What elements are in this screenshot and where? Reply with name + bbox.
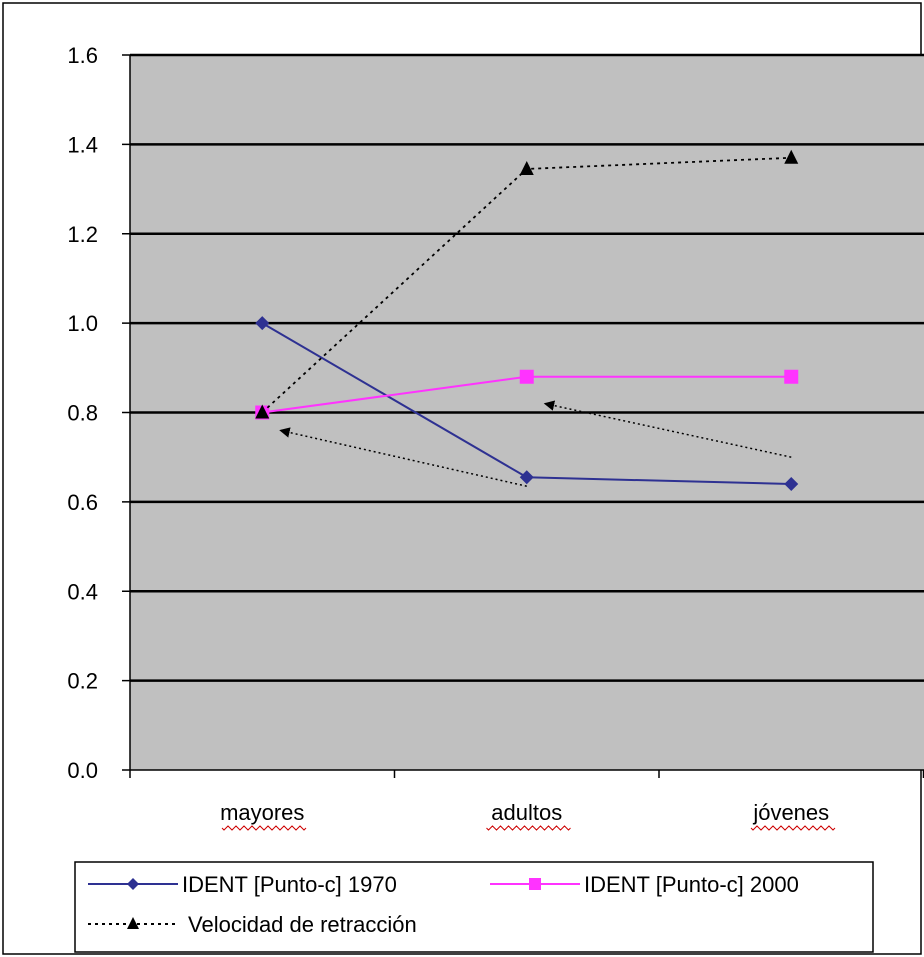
legend-item: IDENT [Punto-c] 2000 xyxy=(490,872,799,897)
data-point xyxy=(784,477,799,491)
y-tick-label: 1.4 xyxy=(67,132,98,157)
data-point xyxy=(127,917,139,929)
y-tick-label: 0.6 xyxy=(67,490,98,515)
spellcheck-underline xyxy=(750,825,836,831)
data-point xyxy=(519,470,534,485)
legend-label: IDENT [Punto-c] 2000 xyxy=(584,872,799,897)
x-tick-label: adultos xyxy=(491,800,562,825)
series-layer xyxy=(255,149,799,491)
annotation-arrow xyxy=(279,427,527,487)
y-tick-label: 1.0 xyxy=(67,311,98,336)
spellcheck-underline xyxy=(221,825,307,831)
data-point xyxy=(255,404,270,419)
grid-lines xyxy=(130,53,924,682)
legend-item: IDENT [Punto-c] 1970 xyxy=(88,872,397,897)
y-tick-label: 0.4 xyxy=(67,579,98,604)
y-tick-label: 1.6 xyxy=(67,43,98,68)
x-tick-label: jóvenes xyxy=(752,800,829,825)
series-3 xyxy=(255,149,799,419)
y-tick-label: 0.0 xyxy=(67,758,98,783)
annotation-arrow xyxy=(543,400,792,458)
legend-label: Velocidad de retracción xyxy=(188,912,417,937)
x-tick-label: mayores xyxy=(220,800,304,825)
data-point xyxy=(519,369,534,384)
legend-label: IDENT [Punto-c] 1970 xyxy=(182,872,397,897)
legend: IDENT [Punto-c] 1970 IDENT [Punto-c] 2000… xyxy=(74,861,874,953)
series-1 xyxy=(255,316,799,491)
data-point xyxy=(127,878,139,890)
y-tick-label: 1.2 xyxy=(67,222,98,247)
data-point xyxy=(784,369,799,384)
y-tick-labels: 0.0 0.2 0.4 0.6 0.8 1.0 1.2 1.4 1.6 xyxy=(67,43,98,783)
y-tick-label: 0.8 xyxy=(67,401,98,426)
legend-item: Velocidad de retracción xyxy=(88,912,417,937)
data-point xyxy=(255,316,270,331)
legend-box xyxy=(74,861,874,953)
y-tick-label: 0.2 xyxy=(67,669,98,694)
axes xyxy=(122,54,924,778)
annotation-arrows xyxy=(279,400,792,487)
data-point xyxy=(519,160,534,175)
data-point xyxy=(529,878,541,890)
x-tick-labels: mayores adultos jóvenes xyxy=(220,800,836,831)
data-point xyxy=(784,149,799,164)
spellcheck-underline xyxy=(486,825,571,831)
